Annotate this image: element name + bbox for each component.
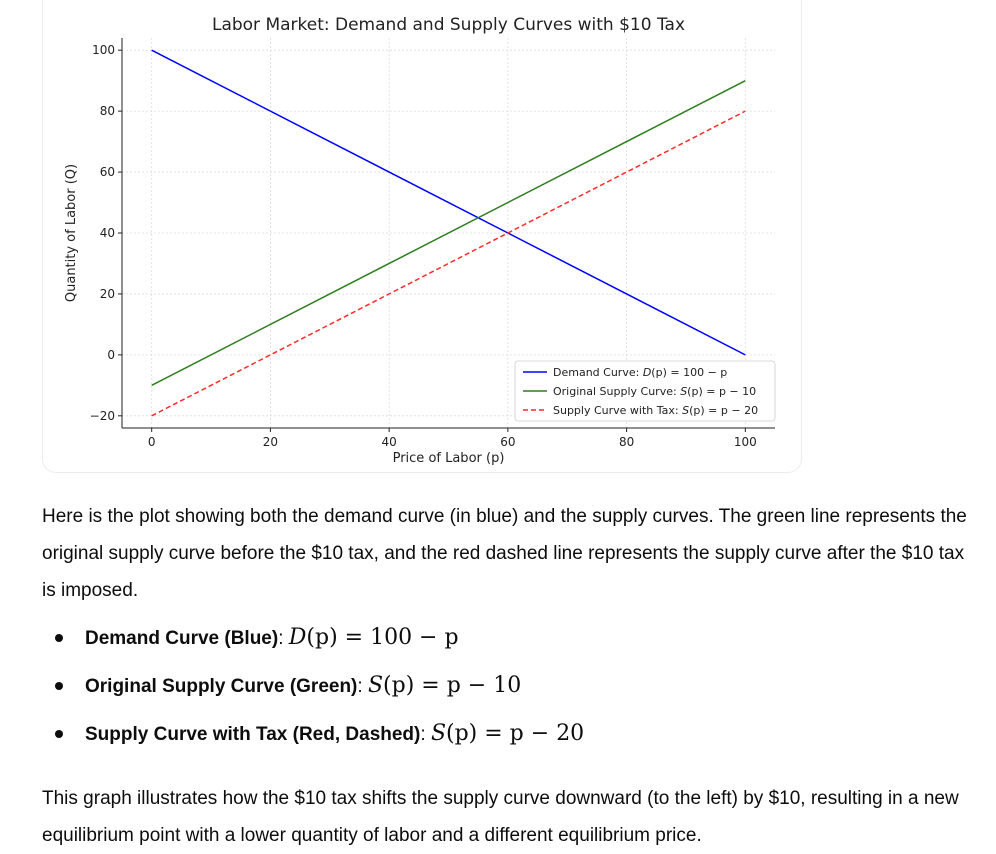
conclusion-text: This graph illustrates how the $10 tax s… <box>42 788 959 846</box>
bullet-icon <box>55 730 63 738</box>
y-tick-label: 20 <box>100 287 115 301</box>
demand-func: D <box>288 625 307 650</box>
x-tick-label: 100 <box>734 435 757 449</box>
series-line-2 <box>151 110 746 417</box>
tax-supply-func: S <box>430 721 447 746</box>
answer-intro-text: Here is the plot showing both the demand… <box>42 506 967 601</box>
tax-supply-term: Supply Curve with Tax (Red, Dashed) <box>85 724 421 745</box>
list-item-demand: Demand Curve (Blue): D(p) = 100 − p <box>42 614 972 662</box>
original-supply-func-rest: (p) = p − 10 <box>383 673 522 698</box>
demand-sep: : <box>278 628 289 649</box>
chart-card: 0 20 40 60 80 100 −20 0 20 40 60 80 100 Labor Market:… <box>42 0 802 473</box>
bullet-icon <box>55 634 63 642</box>
series-line-0 <box>151 49 746 356</box>
y-tick-label: −20 <box>90 409 115 423</box>
original-supply-sep: : <box>357 676 368 697</box>
demand-formula: D(p) = 100 − p <box>289 625 459 650</box>
chart-title: Labor Market: Demand and Supply Curves w… <box>212 15 685 35</box>
tax-supply-func-rest: (p) = p − 20 <box>446 721 585 746</box>
y-tick-label: 40 <box>100 226 115 240</box>
list-item-tax-supply: Supply Curve with Tax (Red, Dashed): S(p… <box>42 710 972 758</box>
formula-list: Demand Curve (Blue): D(p) = 100 − p Orig… <box>42 614 972 758</box>
x-tick-label: 20 <box>263 435 278 449</box>
x-tick-label: 0 <box>148 435 156 449</box>
legend-label-1: Original Supply Curve: S(p) = p − 10 <box>553 385 756 398</box>
chart-svg: 0 20 40 60 80 100 −20 0 20 40 60 80 100 Labor Market:… <box>64 15 776 466</box>
y-tick-label: 100 <box>92 43 115 57</box>
demand-term: Demand Curve (Blue) <box>85 628 279 649</box>
tax-supply-sep: : <box>420 724 431 745</box>
y-tick-label: 60 <box>100 165 115 179</box>
y-tick-label: 0 <box>107 348 115 362</box>
x-tick-label: 60 <box>500 435 515 449</box>
legend-label-2: Supply Curve with Tax: S(p) = p − 20 <box>553 404 758 417</box>
original-supply-formula: S(p) = p − 10 <box>368 673 521 698</box>
series-line-1 <box>151 79 746 387</box>
y-tick-label: 80 <box>100 104 115 118</box>
x-tick-label: 40 <box>381 435 396 449</box>
x-axis-title: Price of Labor (p) <box>393 451 505 466</box>
legend-label-0: Demand Curve: D(p) = 100 − p <box>553 366 727 379</box>
bullet-icon <box>55 682 63 690</box>
demand-func-rest: (p) = 100 − p <box>306 625 459 650</box>
legend-box <box>514 360 776 422</box>
original-supply-term: Original Supply Curve (Green) <box>85 676 358 697</box>
tax-supply-formula: S(p) = p − 20 <box>431 721 584 746</box>
y-axis-title: Quantity of Labor (Q) <box>64 164 79 302</box>
original-supply-func: S <box>367 673 384 698</box>
x-tick-label: 80 <box>619 435 634 449</box>
list-item-original-supply: Original Supply Curve (Green): S(p) = p … <box>42 662 972 710</box>
